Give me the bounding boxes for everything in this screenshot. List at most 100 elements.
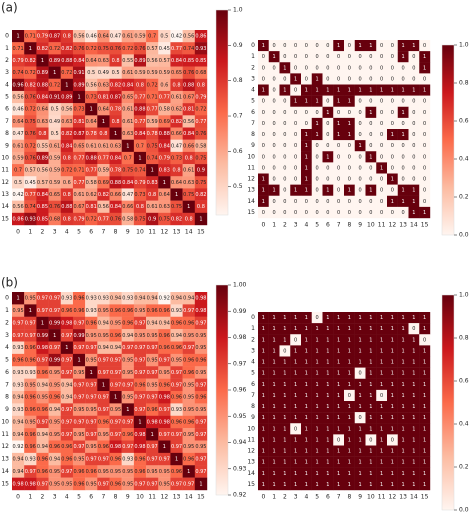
heatmap-cell (48, 304, 61, 317)
y-tick-label: 12 (247, 448, 255, 455)
cell-label: 1 (402, 449, 405, 455)
x-tick-label: 14 (185, 229, 193, 236)
cell-label: 1 (391, 199, 394, 205)
heatmap-cell (158, 415, 171, 429)
y-tick-label: 11 (1, 167, 9, 174)
heatmap-cell (290, 117, 302, 130)
heatmap-cell (322, 367, 334, 379)
heatmap-cell (85, 316, 98, 330)
cell-label: 1 (326, 348, 329, 354)
heatmap-cell (72, 212, 86, 226)
heatmap-cell (354, 467, 366, 480)
cell-label: 1 (402, 88, 405, 94)
heatmap-cell (258, 323, 269, 335)
colorbar-tick-label: 0.6 (459, 378, 469, 385)
cell-label: 0.88 (61, 204, 72, 210)
cell-label: 0.72 (25, 70, 36, 76)
cell-label: 0.98 (13, 481, 24, 487)
cell-label: 0.95 (110, 320, 121, 326)
heatmap-cell (268, 206, 280, 219)
cell-label: 0 (380, 65, 383, 71)
heatmap-cell (48, 127, 61, 140)
cell-label: 0.97 (134, 358, 145, 364)
cell-label: 1 (402, 132, 405, 138)
cell-label: 0 (294, 426, 297, 432)
y-tick-label: 8 (5, 130, 9, 137)
heatmap-cell (85, 366, 98, 379)
cell-label: 0.97 (122, 444, 133, 450)
heatmap-cell (109, 212, 122, 226)
heatmap-cell (182, 103, 196, 116)
cell-label: 0.95 (147, 382, 158, 388)
cell-label: 1 (359, 471, 362, 477)
heatmap-cell (12, 329, 25, 342)
heatmap-cell (146, 54, 159, 67)
cell-label: 0.46 (86, 34, 97, 40)
cell-label: 1 (391, 482, 394, 488)
cell-label: 0.64 (13, 119, 24, 125)
cell-label: 0.75 (134, 216, 145, 222)
heatmap-cell (158, 42, 171, 55)
heatmap-cell (36, 66, 49, 79)
cell-label: 0 (423, 337, 426, 343)
cell-label: 0.96 (122, 308, 133, 314)
x-tick-label: 11 (378, 494, 386, 501)
heatmap-cell (387, 106, 398, 119)
cell-label: 0 (337, 76, 340, 82)
cell-label: 0.72 (25, 143, 36, 149)
x-tick-label: 12 (161, 229, 169, 236)
x-tick-label: 11 (378, 222, 386, 229)
heatmap-cell (170, 329, 183, 342)
cell-label: 1 (337, 121, 340, 127)
cell-label: 0.96 (13, 82, 24, 88)
cell-label: 0 (337, 177, 340, 183)
cell-label: 0.95 (13, 308, 24, 314)
heatmap-cell (97, 115, 110, 128)
heatmap-cell (97, 428, 110, 441)
heatmap-cell (397, 84, 409, 96)
cell-label: 1 (305, 482, 308, 488)
heatmap-cell (365, 478, 377, 491)
heatmap-cell (279, 40, 291, 52)
x-tick-label: 15 (197, 494, 205, 501)
cell-label: 0 (305, 76, 308, 82)
heatmap-cell (24, 353, 37, 367)
heatmap-cell (301, 129, 312, 141)
cell-label: 0 (337, 110, 340, 116)
heatmap-cell (354, 378, 366, 391)
cell-label: 0.78 (110, 107, 121, 113)
heatmap-cell (301, 206, 312, 219)
cell-label: 0.98 (134, 432, 145, 438)
cell-label: 0.46 (13, 107, 24, 113)
cell-label: 0.75 (147, 143, 158, 149)
heatmap-cell (290, 95, 302, 107)
heatmap-cell (322, 84, 334, 96)
cell-label: 0.57 (159, 58, 170, 64)
heatmap-cell (376, 206, 388, 219)
cell-label: 0.95 (25, 296, 36, 302)
heatmap-cell (279, 456, 291, 468)
cell-label: 0.56 (147, 58, 158, 64)
cell-label: 0.57 (25, 168, 36, 174)
heatmap-cell (397, 162, 409, 174)
cell-label: 1 (423, 471, 426, 477)
cell-label: 1 (316, 326, 319, 332)
cell-label: 1 (412, 415, 415, 421)
heatmap-cell (311, 312, 323, 324)
cell-label: 1 (423, 348, 426, 354)
heatmap-cell (311, 62, 323, 74)
cell-label: 1 (326, 326, 329, 332)
cell-label: 0.76 (25, 131, 36, 137)
cell-label: 1 (316, 415, 319, 421)
heatmap-cell (408, 151, 420, 163)
cell-label: 1 (305, 382, 308, 388)
cell-label: 0 (369, 177, 372, 183)
heatmap-cell (344, 367, 355, 379)
cell-label: 0.59 (13, 155, 24, 161)
cell-label: 0.95 (49, 419, 60, 425)
cell-label: 0.96 (25, 444, 36, 450)
heatmap-cell (60, 212, 74, 226)
cell-label: 1 (402, 393, 405, 399)
heatmap-cell (97, 440, 110, 454)
cell-label: 0.61 (98, 143, 109, 149)
